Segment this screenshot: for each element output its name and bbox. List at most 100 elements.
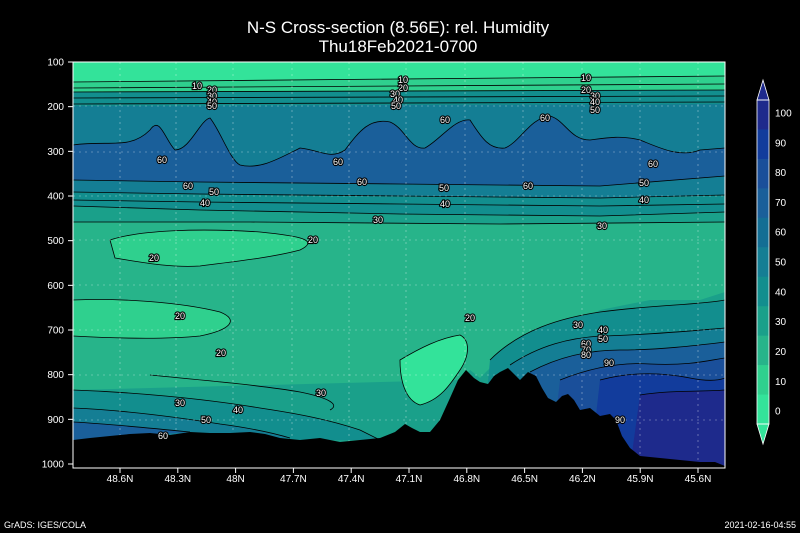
contour-label: 50 bbox=[201, 415, 211, 425]
x-axis: 48.6N 48.3N 48N 47.7N 47.4N 47.1N 46.8N 46.5N 46… bbox=[107, 468, 712, 485]
chart-subtitle: Thu18Feb2021-0700 bbox=[319, 37, 478, 56]
contour-label: 30 bbox=[373, 215, 383, 225]
contour-label: 20 bbox=[216, 348, 226, 358]
fill-top-30 bbox=[73, 90, 725, 106]
x-tick-label: 46.8N bbox=[453, 474, 480, 485]
x-tick-label: 47.4N bbox=[338, 474, 365, 485]
x-tick-label: 45.6N bbox=[685, 474, 712, 485]
x-tick-label: 48.3N bbox=[164, 474, 191, 485]
contour-label: 30 bbox=[207, 91, 217, 101]
y-tick-label: 500 bbox=[47, 236, 64, 247]
contour-label: 40 bbox=[590, 97, 600, 107]
fill-south-100 bbox=[630, 390, 725, 468]
y-tick-label: 200 bbox=[47, 102, 64, 113]
contour-label: 40 bbox=[233, 405, 243, 415]
contour-label: 60 bbox=[540, 113, 550, 123]
contour-label: 90 bbox=[604, 358, 614, 368]
y-tick-label: 400 bbox=[47, 192, 64, 203]
colorbar-tick-label: 50 bbox=[775, 258, 787, 269]
y-tick-label: 900 bbox=[47, 415, 64, 426]
y-tick-label: 800 bbox=[47, 370, 64, 381]
contour-label: 40 bbox=[598, 325, 608, 335]
colorbar-bottom-arrow bbox=[756, 423, 770, 446]
y-tick-label: 300 bbox=[47, 147, 64, 158]
contour-label: 50 bbox=[598, 334, 608, 344]
fill-top-dry bbox=[73, 62, 725, 82]
contour-label: 30 bbox=[573, 320, 583, 330]
footer-timestamp: 2021-02-16-04:55 bbox=[724, 520, 796, 530]
plot-area bbox=[73, 62, 725, 468]
contour-label: 20 bbox=[149, 253, 159, 263]
contour-label: 20 bbox=[308, 235, 318, 245]
contour-label: 20 bbox=[175, 311, 185, 321]
contour-label: 10 bbox=[581, 73, 591, 83]
footer-credit: GrADS: IGES/COLA bbox=[4, 520, 86, 530]
contour-label: 70 bbox=[581, 345, 591, 355]
fill-top-10 bbox=[73, 76, 725, 92]
contour-label: 60 bbox=[157, 155, 167, 165]
colorbar-swatch bbox=[757, 100, 769, 130]
contour-label: 10 bbox=[192, 81, 202, 91]
x-tick-label: 46.5N bbox=[511, 474, 538, 485]
y-tick-label: 600 bbox=[47, 281, 64, 292]
contour-label: 10 bbox=[398, 75, 408, 85]
contour-label: 50 bbox=[439, 183, 449, 193]
contour-lines bbox=[73, 75, 725, 441]
contour-label: 20 bbox=[581, 85, 591, 95]
colorbar-tick-label: 70 bbox=[775, 198, 787, 209]
colorbar-tick-label: 100 bbox=[775, 109, 792, 120]
contour-label: 30 bbox=[390, 89, 400, 99]
fill-band-60 bbox=[73, 116, 725, 186]
contour-label: 40 bbox=[393, 95, 403, 105]
contour-label: 60 bbox=[581, 339, 591, 349]
plot-frame bbox=[72, 61, 726, 469]
contour-label: 50 bbox=[590, 105, 600, 115]
y-tick-label: 1000 bbox=[42, 460, 65, 471]
colorbar-frame bbox=[756, 99, 770, 425]
colorbar-swatch bbox=[757, 394, 769, 425]
terrain bbox=[73, 368, 725, 468]
contour-label: 80 bbox=[581, 350, 591, 360]
y-tick-label: 100 bbox=[47, 58, 64, 69]
colorbar-tick-label: 10 bbox=[775, 377, 787, 388]
grid-lines bbox=[73, 62, 725, 468]
contour-label: 90 bbox=[615, 415, 625, 425]
fill-north-60 bbox=[73, 422, 190, 440]
fill-band-20 bbox=[73, 222, 725, 390]
colorbar-swatch bbox=[757, 217, 769, 248]
contour-label: 60 bbox=[158, 431, 168, 441]
contour-label: 20 bbox=[398, 83, 408, 93]
contour-label: 60 bbox=[183, 181, 193, 191]
colorbar-top-arrow bbox=[756, 78, 770, 101]
contour-label: 40 bbox=[207, 97, 217, 107]
colorbar-tick-label: 30 bbox=[775, 317, 787, 328]
colorbar-swatch bbox=[757, 365, 769, 396]
contour-label: 30 bbox=[590, 91, 600, 101]
y-tick-label: 700 bbox=[47, 326, 64, 337]
colorbar-swatch bbox=[757, 335, 769, 366]
contour-label: 40 bbox=[200, 198, 210, 208]
contour-label: 60 bbox=[357, 177, 367, 187]
contour-label: 20 bbox=[207, 85, 217, 95]
contour-label: 50 bbox=[209, 187, 219, 197]
contour-label: 60 bbox=[440, 115, 450, 125]
colorbar-tick-label: 0 bbox=[775, 407, 781, 418]
chart-title: N-S Cross-section (8.56E): rel. Humidity bbox=[247, 18, 550, 37]
x-tick-label: 48N bbox=[226, 474, 244, 485]
fill-dry-pocket-2 bbox=[73, 299, 231, 339]
x-tick-label: 46.2N bbox=[569, 474, 596, 485]
colorbar-tick-label: 20 bbox=[775, 347, 787, 358]
x-tick-label: 47.7N bbox=[280, 474, 307, 485]
colorbar-swatch bbox=[757, 306, 769, 337]
x-tick-label: 47.1N bbox=[396, 474, 423, 485]
colorbar-tick-label: 90 bbox=[775, 138, 787, 149]
x-tick-label: 48.6N bbox=[107, 474, 134, 485]
contour-label: 50 bbox=[391, 101, 401, 111]
colorbar-swatch bbox=[757, 188, 769, 219]
contour-label: 60 bbox=[648, 159, 658, 169]
colorbar-swatch bbox=[757, 247, 769, 278]
contour-label: 60 bbox=[523, 181, 533, 191]
